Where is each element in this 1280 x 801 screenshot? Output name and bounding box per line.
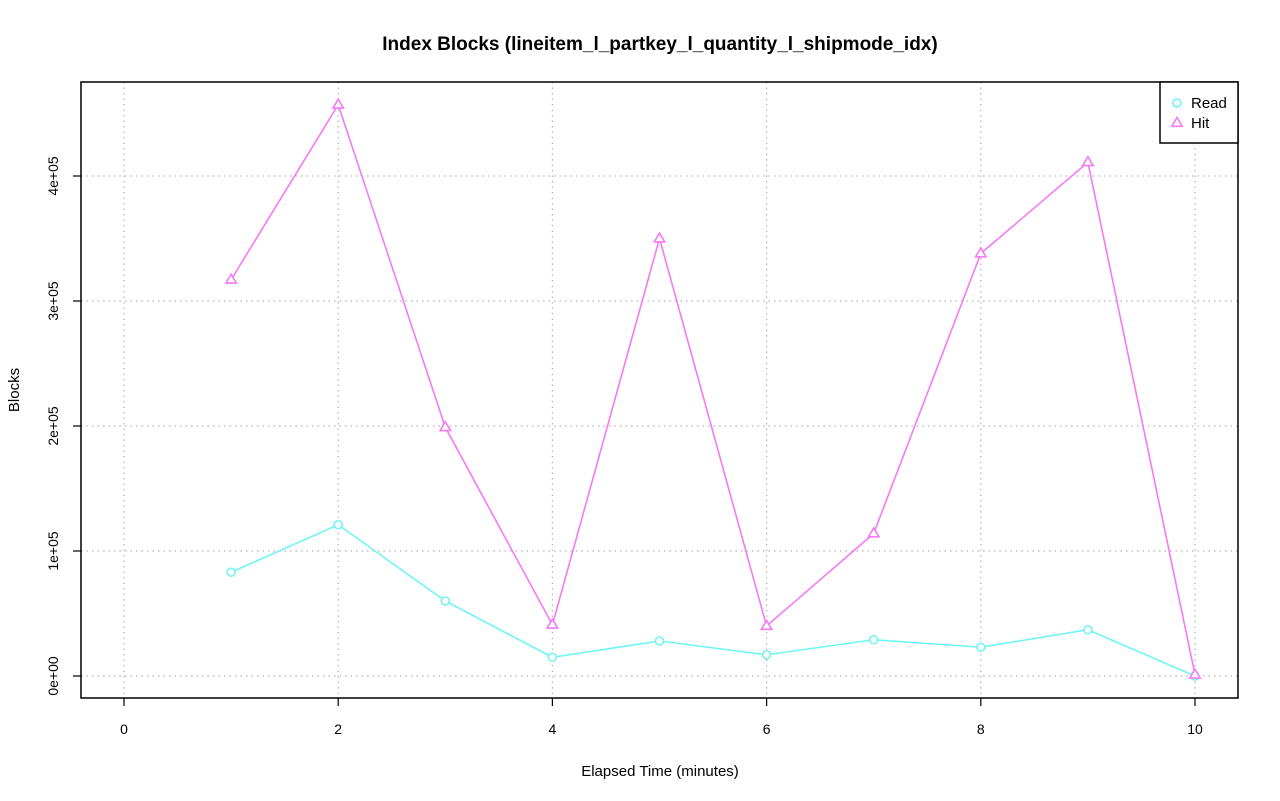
data-point-read xyxy=(333,519,344,530)
data-point-hit xyxy=(652,231,667,243)
data-point-read xyxy=(547,652,558,663)
chart-title: Index Blocks (lineitem_l_partkey_l_quant… xyxy=(382,34,937,55)
series-line-read xyxy=(230,523,1196,677)
y-tick-label: 2e+05 xyxy=(45,406,61,446)
y-tick-label: 1e+05 xyxy=(45,531,61,571)
legend-label-hit: Hit xyxy=(1191,115,1210,132)
y-axis: 0e+00 1e+05 2e+05 3e+05 4e+05 xyxy=(45,156,81,696)
data-point-read xyxy=(975,642,986,653)
data-point-read xyxy=(654,636,665,646)
x-axis: 0 2 4 6 8 10 xyxy=(120,698,1203,737)
data-point-read xyxy=(761,649,772,660)
data-point-hit xyxy=(759,618,774,631)
data-point-hit xyxy=(974,246,988,258)
x-tick-label: 6 xyxy=(763,721,771,737)
x-tick-label: 10 xyxy=(1187,721,1203,737)
data-point-hit xyxy=(545,617,560,629)
legend-marker-read xyxy=(1172,98,1182,108)
x-tick-label: 0 xyxy=(120,721,128,737)
y-tick-label: 4e+05 xyxy=(45,156,61,196)
data-point-read xyxy=(1083,624,1093,635)
legend-label-read: Read xyxy=(1191,95,1227,112)
data-point-read xyxy=(226,567,236,578)
grid-lines xyxy=(81,82,1238,698)
y-axis-label: Blocks xyxy=(6,368,23,412)
x-axis-label: Elapsed Time (minutes) xyxy=(581,763,739,780)
data-point-hit xyxy=(867,526,881,538)
data-point-hit xyxy=(331,97,345,109)
x-tick-label: 8 xyxy=(977,721,985,737)
plot-frame xyxy=(80,81,1239,699)
data-point-read xyxy=(868,634,879,645)
data-point-hit xyxy=(438,420,452,432)
data-point-hit xyxy=(224,272,238,284)
legend-box xyxy=(1159,81,1239,144)
x-tick-label: 2 xyxy=(334,721,342,737)
data-point-hit xyxy=(1081,155,1095,167)
data-point-hit xyxy=(1188,667,1202,679)
series-line-hit xyxy=(230,102,1196,675)
legend: Read Hit xyxy=(1159,81,1239,144)
y-tick-label: 3e+05 xyxy=(45,281,61,321)
y-tick-label: 0e+00 xyxy=(45,656,61,696)
series-layer xyxy=(224,97,1202,681)
legend-marker-hit xyxy=(1170,115,1184,128)
x-tick-label: 4 xyxy=(549,721,557,737)
data-point-read xyxy=(440,596,451,606)
